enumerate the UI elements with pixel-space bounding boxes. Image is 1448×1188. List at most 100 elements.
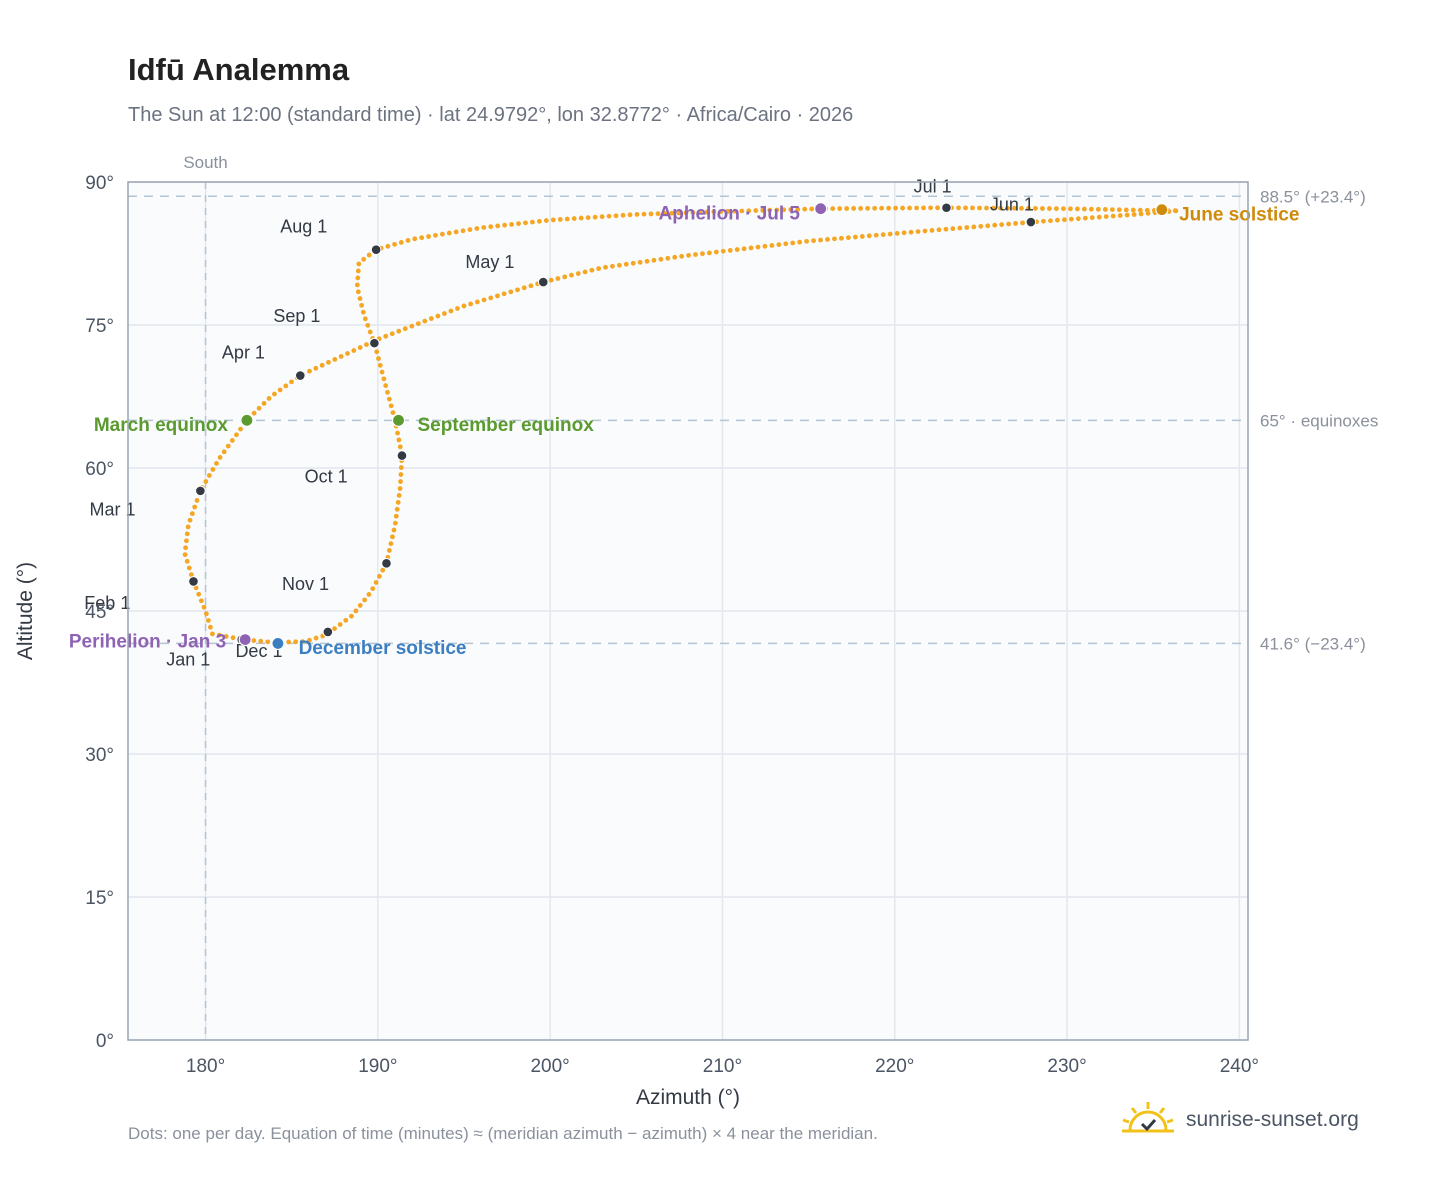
daily-dot: [488, 295, 494, 301]
daily-dot: [385, 243, 391, 249]
daily-dot: [557, 217, 563, 222]
daily-dot: [562, 274, 568, 280]
daily-dot: [603, 264, 608, 270]
daily-dot: [781, 207, 787, 213]
daily-dot: [1005, 205, 1010, 211]
daily-dot: [373, 580, 379, 585]
daily-dot: [914, 205, 919, 211]
x-tick-label: 230°: [1047, 1056, 1086, 1077]
daily-dot: [283, 383, 289, 389]
daily-dot: [313, 635, 319, 641]
y-tick-label: 90°: [85, 173, 114, 194]
month-label: Nov 1: [282, 574, 329, 594]
reference-line-label: 41.6° (−23.4°): [1260, 634, 1366, 653]
month-label: Jun 1: [990, 195, 1034, 215]
daily-dot: [718, 209, 724, 215]
daily-dot: [370, 586, 376, 592]
y-axis-label: Altitude (°): [14, 562, 37, 660]
event-dot: [271, 636, 285, 651]
daily-dot: [971, 224, 977, 230]
daily-dot: [354, 282, 360, 288]
daily-dot: [392, 520, 398, 526]
month-dot: [195, 485, 206, 497]
daily-dot: [379, 369, 385, 375]
daily-dot: [790, 240, 796, 246]
daily-dot: [364, 342, 369, 347]
daily-dot: [571, 216, 577, 221]
daily-dot: [555, 276, 561, 281]
daily-dot: [873, 232, 879, 238]
daily-dot: [964, 225, 970, 230]
daily-dot: [548, 277, 554, 283]
daily-dot: [669, 210, 675, 216]
daily-dot: [186, 565, 192, 571]
x-tick-label: 220°: [875, 1056, 914, 1077]
daily-dot: [214, 461, 219, 466]
daily-dot: [852, 234, 858, 240]
daily-dot: [230, 635, 236, 641]
daily-dot: [1048, 218, 1053, 224]
daily-dot: [395, 499, 401, 505]
daily-dot: [582, 269, 588, 275]
brand[interactable]: sunrise-sunset.org: [1120, 1100, 1359, 1140]
daily-dot: [433, 232, 438, 238]
daily-dot: [217, 455, 223, 460]
daily-dot: [690, 210, 696, 215]
month-dot: [396, 450, 408, 461]
daily-dot: [366, 252, 372, 258]
daily-dot: [900, 205, 905, 211]
sun-logo-icon: [1122, 1102, 1174, 1133]
daily-dot: [366, 592, 372, 597]
daily-dot: [184, 558, 190, 564]
daily-dot: [515, 287, 520, 293]
daily-dot: [596, 266, 602, 271]
daily-dot: [442, 311, 447, 316]
x-tick-label: 200°: [530, 1056, 569, 1077]
daily-dot: [1110, 213, 1116, 219]
daily-dot: [362, 316, 368, 322]
daily-dot: [676, 210, 682, 216]
daily-dot: [286, 639, 292, 645]
daily-dot: [405, 238, 411, 243]
daily-dot: [711, 209, 717, 215]
daily-dot: [1124, 212, 1130, 218]
month-dot: [941, 202, 952, 214]
month-label: Oct 1: [305, 466, 348, 486]
daily-dot: [1033, 206, 1038, 211]
daily-dot: [332, 626, 337, 632]
daily-dot: [395, 430, 400, 436]
daily-dot: [846, 235, 851, 241]
daily-dot: [832, 236, 837, 242]
daily-dot: [585, 215, 591, 221]
daily-dot: [1054, 206, 1059, 212]
daily-dot: [351, 348, 357, 353]
daily-dot: [811, 238, 816, 244]
daily-dot: [360, 309, 366, 315]
daily-dot: [307, 637, 312, 643]
daily-dot: [755, 244, 761, 250]
axis-ticks: 180° 190° 200° 210° 220° 230° 240° 0° 15° 30° 45° 6…: [85, 173, 1259, 1077]
daily-dot: [398, 479, 403, 484]
daily-dot: [397, 486, 403, 491]
daily-dot: [915, 229, 921, 234]
daily-dot: [1074, 206, 1080, 212]
daily-dot: [569, 272, 574, 278]
daily-dot: [999, 222, 1005, 228]
daily-dot: [1040, 206, 1045, 211]
daily-dot: [704, 209, 710, 215]
daily-dot: [374, 349, 380, 355]
daily-dot: [543, 218, 549, 223]
daily-dot: [203, 479, 209, 484]
daily-dot: [795, 206, 801, 212]
daily-dot: [1019, 205, 1024, 211]
daily-dot: [858, 205, 864, 211]
daily-dot: [394, 506, 400, 512]
daily-dot: [1006, 221, 1012, 227]
daily-dot: [196, 591, 202, 597]
daily-dot: [977, 205, 982, 211]
daily-dot: [536, 218, 542, 224]
event-dot: [238, 632, 252, 647]
daily-dot: [732, 208, 738, 214]
daily-dot: [216, 632, 222, 638]
